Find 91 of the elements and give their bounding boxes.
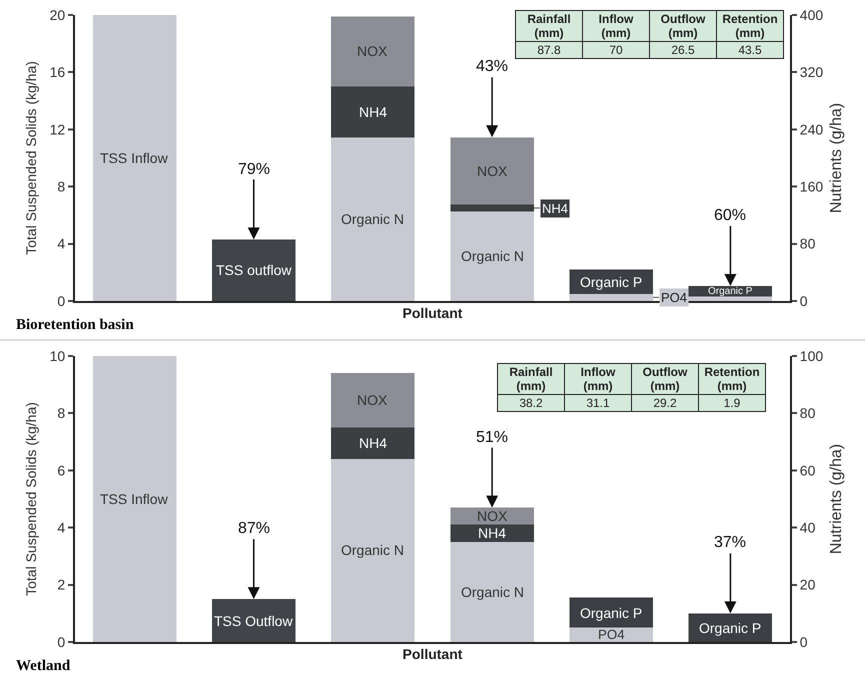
y2-tick-label: 240 <box>800 121 824 138</box>
y2-tick-label: 160 <box>800 178 824 194</box>
text: NOX <box>357 43 388 59</box>
bar <box>450 204 534 212</box>
y-axis-title: Total Suspended Solids (kg/ha) <box>23 402 39 596</box>
bar <box>450 508 534 525</box>
series-label: Organic P <box>708 286 753 297</box>
y-tick-label: 2 <box>57 576 66 593</box>
annotation: 29.2 <box>632 394 698 412</box>
text: NH4 <box>359 104 388 120</box>
text: Organic P <box>580 605 642 621</box>
series-label: PO4 <box>598 627 625 642</box>
bar <box>570 598 653 628</box>
series-label: NH4 <box>542 201 568 216</box>
bar <box>331 373 415 428</box>
annotation: 79% <box>238 161 270 178</box>
annotation: 87% <box>238 520 270 537</box>
annotation: Inflow (mm) <box>580 365 616 393</box>
series-label: NOX <box>477 508 508 524</box>
y-axis-title: Total Suspended Solids (kg/ha) <box>23 61 39 255</box>
bar <box>331 428 415 459</box>
annotation: 26.5 <box>650 42 716 58</box>
series-label: TSS Inflow <box>100 491 169 507</box>
text: Bioretention basin <box>16 317 134 333</box>
bar <box>450 524 534 542</box>
y2-tick-label: 0 <box>800 292 808 309</box>
text: NH4 <box>359 435 388 451</box>
y-tick-label: 4 <box>57 520 66 536</box>
bar <box>331 86 415 138</box>
series-label: TSS Inflow <box>100 150 169 166</box>
y-tick-label: 6 <box>57 462 66 478</box>
y-tick-label: 0 <box>57 292 66 309</box>
bar <box>450 137 534 204</box>
y-tick-label: 16 <box>50 64 66 80</box>
series-label: TSS outflow <box>216 262 292 278</box>
annotation: 60% <box>714 207 746 224</box>
text: NOX <box>357 392 388 408</box>
annotation: Outflow (mm) <box>642 365 688 393</box>
series-label: PO4 <box>661 290 688 305</box>
y-tick-label: 20 <box>50 6 66 23</box>
series-label: Organic N <box>461 584 524 600</box>
bar <box>570 628 653 642</box>
y2-tick-label: 60 <box>800 462 816 478</box>
annotation: 38.2 <box>498 394 564 412</box>
y2-tick-label: 400 <box>800 6 824 23</box>
y-tick-label: 12 <box>50 121 66 138</box>
series-label: TSS Outflow <box>214 613 294 629</box>
series-label: Organic N <box>461 248 524 264</box>
series-label: NH4 <box>478 525 506 541</box>
x-axis-title: Pollutant <box>402 646 463 662</box>
annotation: Inflow (mm) <box>598 12 634 40</box>
annotation: 31.1 <box>564 394 632 412</box>
y2-tick-label: 20 <box>800 576 816 593</box>
text: Wetland <box>16 658 71 674</box>
bar <box>570 294 653 301</box>
text: Organic N <box>341 211 404 227</box>
y2-tick-label: 320 <box>800 64 824 80</box>
y2-axis-title: Nutrients (g/ha) <box>828 444 845 554</box>
y2-tick-label: 40 <box>800 520 816 536</box>
y-tick-label: 0 <box>57 634 66 650</box>
bar <box>331 137 415 301</box>
y-tick-label: 4 <box>57 236 66 252</box>
annotation: 51% <box>476 429 508 446</box>
annotation: 70 <box>582 42 650 58</box>
annotation: Rainfall (mm) <box>527 12 571 40</box>
bar <box>331 458 415 642</box>
annotation: 37% <box>714 534 746 551</box>
text: Organic P <box>580 274 642 290</box>
bar <box>450 542 534 642</box>
series-label: NOX <box>477 163 508 179</box>
y2-tick-label: 100 <box>800 348 824 364</box>
y2-axis-title: Nutrients (g/ha) <box>828 102 845 214</box>
y-tick-label: 8 <box>57 405 66 422</box>
annotation: Retention (mm) <box>704 365 760 393</box>
x-axis-title: Pollutant <box>402 304 463 321</box>
text: Organic N <box>341 542 404 558</box>
annotation: Outflow (mm) <box>660 12 706 40</box>
y2-tick-label: 80 <box>800 405 816 422</box>
annotation: 43% <box>476 58 508 75</box>
annotation: Retention (mm) <box>722 12 778 40</box>
series-label: Organic P <box>699 620 762 636</box>
bar <box>450 212 534 301</box>
annotation: Rainfall (mm) <box>509 365 553 393</box>
y2-tick-label: 0 <box>800 634 808 650</box>
annotation: 87.8 <box>516 42 582 58</box>
y-tick-label: 8 <box>57 178 66 194</box>
annotation: 43.5 <box>716 42 784 58</box>
y-tick-label: 10 <box>50 348 66 364</box>
bar <box>331 16 415 86</box>
annotation: 1.9 <box>698 394 766 412</box>
y2-tick-label: 80 <box>800 236 816 252</box>
